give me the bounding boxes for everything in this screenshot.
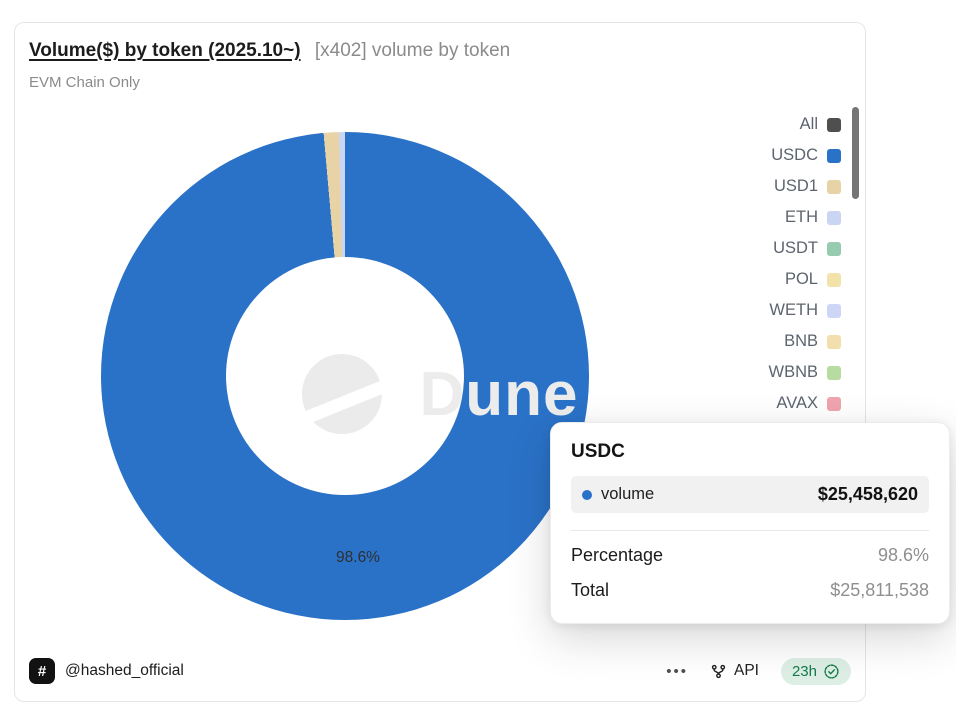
hashed-logo-icon: # — [29, 658, 55, 684]
chart-title[interactable]: Volume($) by token (2025.10~) — [29, 40, 301, 61]
legend-swatch — [827, 117, 841, 132]
title-row: Volume($) by token (2025.10~) [x402] vol… — [29, 39, 851, 63]
chart-note: EVM Chain Only — [29, 74, 140, 91]
legend-swatch — [827, 365, 841, 380]
tooltip-series-left: volume — [582, 485, 654, 504]
card-footer: # @hashed_official ••• API 23h — [29, 654, 851, 688]
legend-swatch — [827, 272, 841, 287]
api-icon — [711, 664, 726, 678]
tooltip-series-label: volume — [601, 485, 655, 503]
tooltip-row-value: 98.6% — [877, 545, 929, 565]
footer-actions: ••• API 23h — [666, 657, 851, 685]
legend-swatch — [827, 148, 841, 163]
legend-label: WBNB — [768, 363, 819, 381]
legend-swatch — [827, 396, 841, 411]
legend-item-eth[interactable]: ETH — [769, 202, 841, 233]
legend-item-wbnb[interactable]: WBNB — [768, 357, 841, 388]
author-link[interactable]: # @hashed_official — [29, 658, 184, 684]
legend-item-bnb[interactable]: BNB — [769, 326, 841, 357]
tooltip-series-row: volume $25,458,620 — [571, 476, 929, 513]
tooltip-row-percentage: Percentage 98.6% — [571, 545, 929, 566]
chart-subtitle: [x402] volume by token — [314, 40, 511, 61]
refresh-badge[interactable]: 23h — [780, 657, 851, 685]
legend-label: All — [799, 115, 818, 133]
chart-card: Volume($) by token (2025.10~) [x402] vol… — [14, 22, 866, 702]
author-handle: @hashed_official — [65, 662, 184, 679]
legend-swatch — [827, 210, 841, 225]
tooltip-row-label: Percentage — [571, 545, 664, 565]
legend-scrollbar[interactable] — [852, 107, 859, 437]
scrollbar-thumb[interactable] — [852, 107, 859, 199]
legend-label: ETH — [785, 208, 818, 226]
legend-label: BNB — [784, 332, 818, 350]
tooltip-row-value: $25,811,538 — [830, 580, 929, 600]
chart-header: Volume($) by token (2025.10~) [x402] vol… — [29, 39, 851, 91]
legend-label: AVAX — [776, 394, 818, 412]
legend-swatch — [827, 179, 841, 194]
legend: All USDC USD1 ETH USDT POL WETH BNB WBNB AVAX — [768, 109, 841, 419]
legend-swatch — [827, 303, 841, 318]
tooltip-series-value: $25,458,620 — [817, 484, 918, 504]
donut-hole — [226, 257, 464, 495]
series-dot-icon — [582, 489, 592, 500]
legend-label: USDT — [773, 239, 818, 257]
donut-chart[interactable] — [101, 132, 589, 620]
legend-item-weth[interactable]: WETH — [769, 295, 841, 326]
legend-label: USDC — [771, 146, 818, 164]
legend-item-usdc[interactable]: USDC — [769, 140, 841, 171]
slice-percentage-label: 98.6% — [336, 549, 380, 566]
tooltip-divider — [571, 530, 929, 531]
api-button[interactable]: API — [710, 662, 759, 680]
legend-swatch — [827, 241, 841, 256]
refresh-time: 23h — [791, 662, 817, 680]
verified-check-icon — [824, 663, 839, 679]
legend-item-avax[interactable]: AVAX — [769, 388, 841, 419]
legend-label: POL — [784, 270, 818, 288]
api-label: API — [733, 662, 759, 679]
tooltip-row-label: Total — [571, 580, 610, 600]
legend-label: WETH — [769, 301, 818, 319]
legend-label: USD1 — [773, 177, 818, 195]
options-button[interactable]: ••• — [666, 662, 688, 680]
legend-item-all[interactable]: All — [769, 109, 841, 140]
tooltip-row-total: Total $25,811,538 — [571, 580, 929, 601]
chart-tooltip: USDC volume $25,458,620 Percentage 98.6%… — [550, 422, 950, 624]
legend-item-usd1[interactable]: USD1 — [769, 171, 841, 202]
tooltip-title: USDC — [571, 441, 625, 462]
legend-swatch — [827, 334, 841, 349]
legend-item-usdt[interactable]: USDT — [769, 233, 841, 264]
legend-item-pol[interactable]: POL — [769, 264, 841, 295]
